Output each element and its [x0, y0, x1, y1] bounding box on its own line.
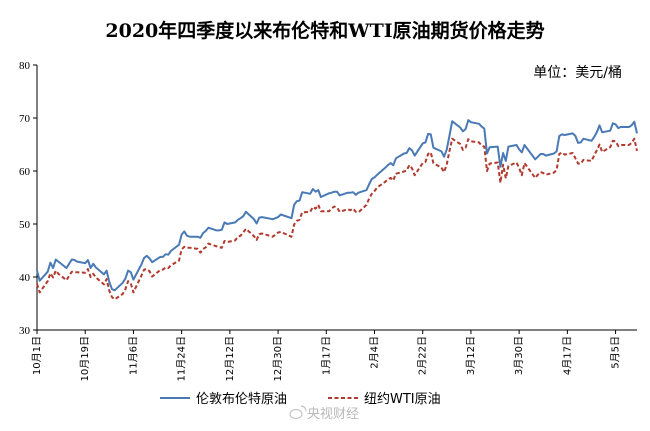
y-tick-label: 60 — [19, 166, 31, 178]
x-tick-label: 10月1日 — [31, 336, 43, 375]
series-layer — [36, 119, 638, 301]
y-tick-label: 40 — [19, 272, 31, 284]
chart-title: 2020年四季度以来布伦特和WTI原油期货价格走势 — [105, 19, 544, 42]
x-tick-label: 3月12日 — [465, 336, 477, 375]
unit-label: 单位：美元/桶 — [533, 65, 622, 81]
x-tick-label: 4月17日 — [561, 336, 573, 375]
y-axis: 30 40 50 60 70 80 — [19, 60, 38, 337]
legend-item-wti: 纽约WTI原油 — [328, 392, 441, 407]
y-tick-label: 50 — [19, 219, 31, 231]
x-tick-label: 2月4日 — [369, 336, 381, 369]
x-tick-label: 12月30日 — [272, 336, 284, 381]
weibo-logo-icon — [289, 405, 307, 420]
x-tick-label: 11月24日 — [176, 336, 188, 381]
watermark-text: 央视财经 — [307, 407, 359, 422]
x-tick-label: 10月19日 — [79, 336, 91, 381]
x-tick-label: 5月5日 — [610, 336, 622, 369]
y-tick-label: 30 — [19, 325, 31, 337]
x-tick-label: 1月17日 — [320, 336, 332, 375]
brent-line — [36, 119, 638, 292]
x-tick-label: 12月12日 — [224, 336, 236, 381]
legend-item-brent: 伦敦布伦特原油 — [160, 391, 287, 407]
legend-label-brent: 伦敦布伦特原油 — [196, 391, 287, 407]
x-tick-label: 3月30日 — [513, 336, 525, 375]
legend: 伦敦布伦特原油 纽约WTI原油 — [160, 391, 441, 407]
y-tick-label: 70 — [19, 113, 31, 125]
x-tick-label: 11月6日 — [127, 336, 139, 375]
watermark: 央视财经 — [289, 405, 359, 422]
legend-label-wti: 纽约WTI原油 — [364, 392, 441, 407]
x-tick-label: 2月22日 — [417, 336, 429, 375]
wti-line — [36, 137, 638, 301]
x-axis: 10月1日 10月19日 11月6日 11月24日 12月12日 12月30日 1月17日 2… — [31, 329, 637, 381]
y-tick-label: 80 — [19, 60, 31, 72]
